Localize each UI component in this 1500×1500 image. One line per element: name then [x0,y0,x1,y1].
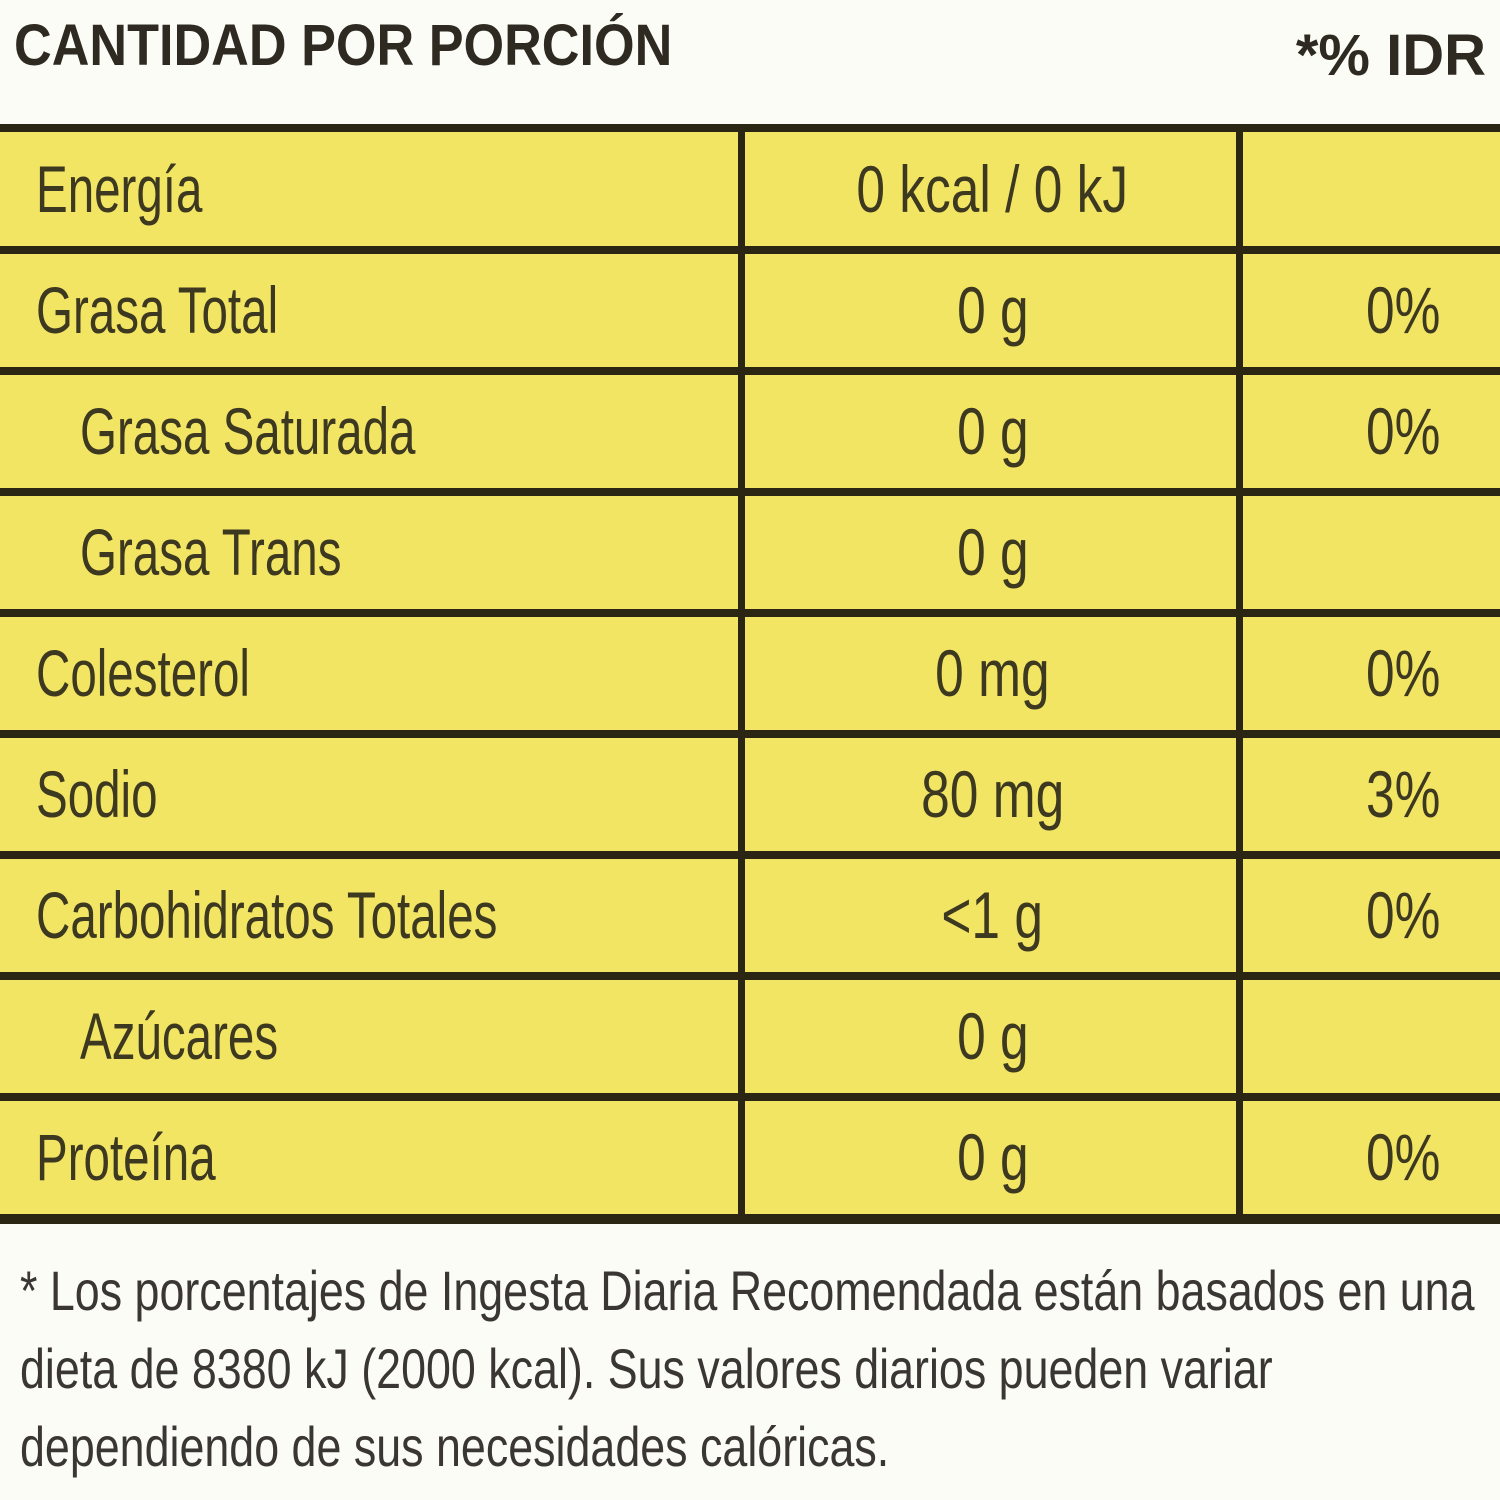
nutrient-value: 0 mg [935,636,1050,710]
table-row: Sodio 80 mg 3% [0,737,1500,859]
nutrient-idr-percent: 0% [1365,1120,1440,1194]
nutrient-label: Sodio [36,757,158,831]
table-row: Colesterol 0 mg 0% [0,616,1500,738]
table-row: Azúcares 0 g [0,979,1500,1101]
idr-column-title: *% IDR [1295,23,1486,88]
nutrient-value: 0 g [956,394,1029,468]
nutrient-value: 80 mg [920,757,1065,831]
nutrient-idr-percent [1240,495,1500,609]
nutrient-label: Grasa Trans [80,515,342,589]
nutrient-value: 0 g [956,273,1029,347]
nutrient-value: 0 kcal / 0 kJ [856,152,1129,226]
nutrient-idr-percent [1240,979,1500,1093]
column-divider [738,132,745,1216]
nutrient-value: <1 g [941,878,1044,952]
nutrient-label: Azúcares [80,999,279,1073]
column-divider [1236,132,1243,1216]
serving-amount-title: CANTIDAD POR PORCIÓN [14,13,673,78]
table-row: Proteína 0 g 0% [0,1100,1500,1222]
nutrient-idr-percent: 0% [1365,273,1440,347]
nutrient-label: Colesterol [36,636,250,710]
table-row: Grasa Saturada 0 g 0% [0,374,1500,496]
nutrient-value: 0 g [956,1120,1029,1194]
table-row: Energía 0 kcal / 0 kJ [0,132,1500,254]
nutrient-label: Energía [36,152,203,226]
nutrient-label: Carbohidratos Totales [36,878,498,952]
nutrient-idr-percent [1240,132,1500,246]
nutrient-idr-percent: 0% [1365,636,1440,710]
nutrient-label: Grasa Total [36,273,279,347]
table-row: Grasa Trans 0 g [0,495,1500,617]
label-header: CANTIDAD POR PORCIÓN *% IDR [0,0,1500,120]
nutrient-value: 0 g [956,999,1029,1073]
nutrient-idr-percent: 0% [1365,878,1440,952]
nutrient-label: Proteína [36,1120,216,1194]
nutrient-label: Grasa Saturada [80,394,416,468]
nutrient-idr-percent: 3% [1365,757,1440,831]
table-row: Carbohidratos Totales <1 g 0% [0,858,1500,980]
nutrient-idr-percent: 0% [1365,394,1440,468]
nutrition-table: Proteína 0 g 0% Azúcares 0 g Carbohidratos To… [0,124,1500,1224]
table-row: Grasa Total 0 g 0% [0,253,1500,375]
footnote: * Los porcentajes de Ingesta Diaria Reco… [20,1259,1475,1478]
nutrient-value: 0 g [956,515,1029,589]
